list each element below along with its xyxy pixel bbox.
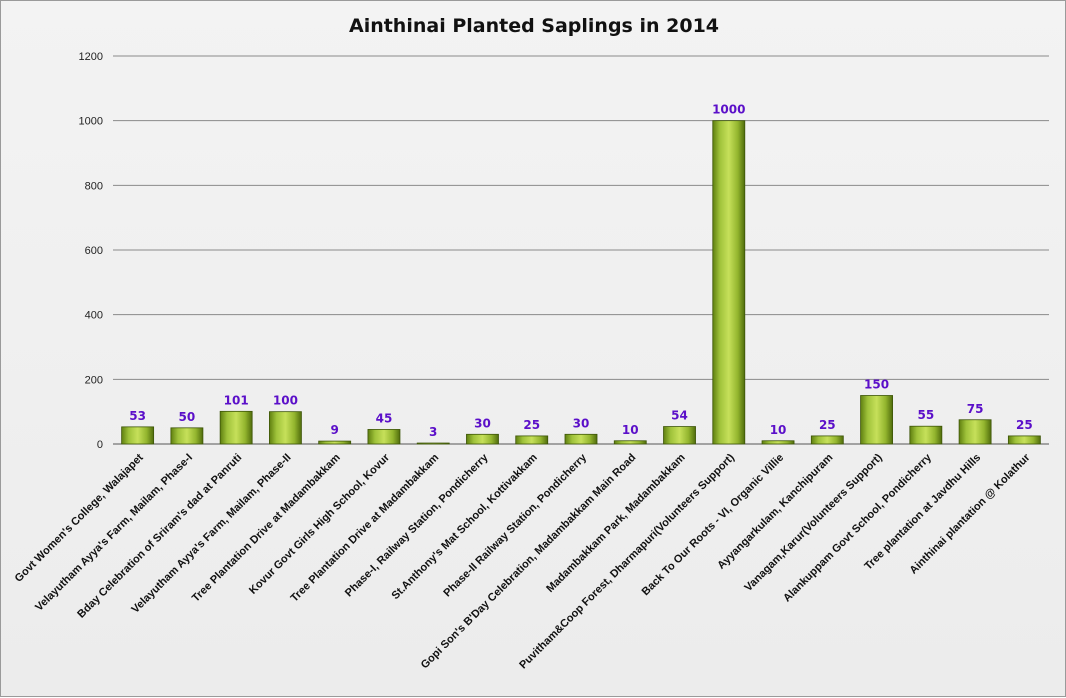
bar — [663, 426, 696, 445]
data-labels: 53 50 101 100 9 45 3 30 25 30 10 54 1000 10 25 150 55 75 2… — [129, 103, 1032, 439]
data-label: 10 — [770, 423, 787, 437]
chart-title: Ainthinai Planted Saplings in 2014 — [348, 15, 720, 37]
bar — [416, 442, 450, 445]
bar — [515, 435, 549, 445]
y-tick-label: 1200 — [79, 51, 103, 63]
bar — [318, 440, 352, 445]
y-tick-label: 400 — [85, 310, 103, 322]
data-label: 9 — [331, 423, 339, 437]
data-label: 101 — [224, 393, 249, 407]
data-label: 10 — [622, 423, 639, 437]
data-label: 30 — [474, 416, 491, 430]
y-tick-label: 1000 — [79, 116, 103, 128]
data-label: 3 — [429, 425, 437, 439]
bar — [170, 427, 204, 445]
bar — [466, 433, 499, 445]
data-label: 45 — [376, 411, 393, 425]
bar — [909, 425, 943, 445]
bar — [269, 411, 302, 445]
bar — [367, 429, 401, 445]
data-label: 100 — [273, 394, 298, 408]
bar — [958, 419, 992, 445]
bar — [761, 440, 795, 445]
y-axis-ticks: 0 200 400 600 800 1000 1200 — [79, 51, 103, 451]
data-label: 50 — [179, 410, 196, 424]
data-label: 75 — [967, 402, 984, 416]
y-tick-label: 200 — [85, 374, 103, 386]
data-label: 25 — [1016, 418, 1033, 432]
y-tick-label: 800 — [85, 180, 103, 192]
bars — [121, 120, 1041, 445]
bar — [613, 440, 647, 445]
y-tick-label: 0 — [97, 439, 103, 451]
bar — [1007, 435, 1041, 445]
x-axis-ticks: Govt Women's College, WalajapetVelayutha… — [13, 451, 1033, 671]
data-label: 54 — [671, 409, 688, 423]
data-label: 25 — [819, 418, 836, 432]
bar — [712, 120, 746, 445]
data-label: 1000 — [712, 103, 745, 117]
data-label: 30 — [573, 416, 590, 430]
y-tick-label: 600 — [85, 245, 103, 257]
bar — [564, 433, 598, 445]
bar — [810, 435, 844, 445]
bar — [121, 426, 155, 445]
data-label: 53 — [129, 409, 146, 423]
bar — [219, 410, 253, 445]
data-label: 25 — [523, 418, 540, 432]
data-label: 55 — [917, 408, 934, 422]
gridlines — [113, 55, 1049, 445]
bar — [860, 395, 893, 445]
data-label: 150 — [864, 378, 889, 392]
